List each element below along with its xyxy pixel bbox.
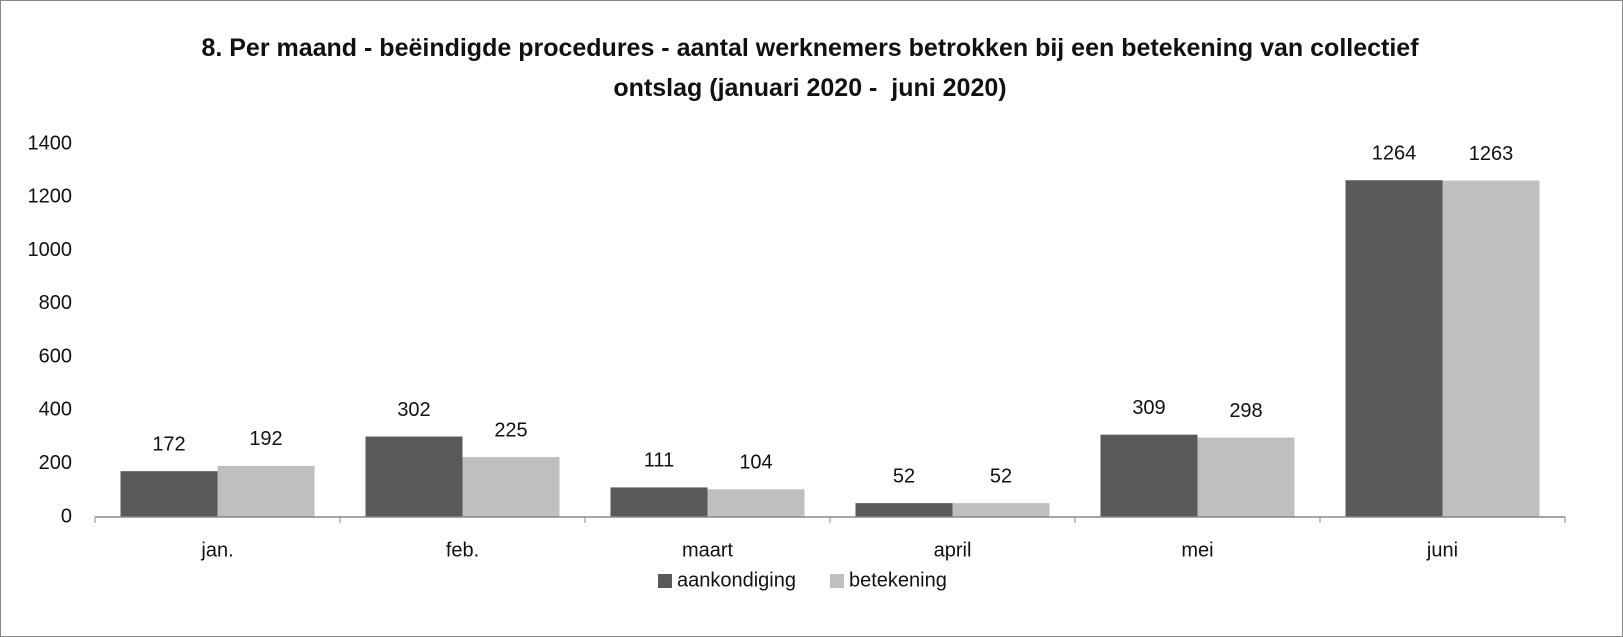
y-tick-label: 200 bbox=[39, 452, 72, 474]
data-label: 1263 bbox=[1469, 143, 1514, 165]
bar bbox=[610, 487, 708, 517]
legend-label: betekening bbox=[849, 569, 947, 591]
y-tick-label: 400 bbox=[39, 399, 72, 421]
bar bbox=[707, 489, 805, 517]
y-tick-label: 800 bbox=[39, 292, 72, 314]
bar bbox=[1100, 434, 1198, 517]
bar bbox=[1442, 180, 1540, 517]
bar bbox=[120, 471, 218, 517]
data-label: 1264 bbox=[1372, 143, 1417, 165]
bar bbox=[1345, 180, 1443, 517]
x-tick-label: april bbox=[934, 539, 972, 561]
data-label: 192 bbox=[249, 428, 282, 450]
x-tick-label: jan. bbox=[200, 539, 233, 561]
data-label: 302 bbox=[397, 399, 430, 421]
data-label: 104 bbox=[739, 452, 772, 474]
bar bbox=[1197, 437, 1295, 517]
x-tick-label: mei bbox=[1181, 539, 1213, 561]
y-tick-label: 1200 bbox=[28, 186, 73, 208]
x-tick-label: maart bbox=[682, 539, 734, 561]
y-tick-label: 0 bbox=[61, 505, 72, 527]
bar bbox=[365, 436, 463, 517]
y-tick-label: 1000 bbox=[28, 239, 73, 261]
legend-label: aankondiging bbox=[677, 569, 796, 591]
legend-swatch bbox=[830, 574, 844, 588]
data-label: 225 bbox=[494, 419, 527, 441]
data-label: 298 bbox=[1229, 400, 1262, 422]
bar bbox=[462, 457, 560, 517]
bar bbox=[952, 503, 1050, 517]
chart-title: 8. Per maand - beëindigde procedures - a… bbox=[201, 34, 1426, 102]
legend-swatch bbox=[658, 574, 672, 588]
data-label: 111 bbox=[644, 450, 674, 472]
bar bbox=[855, 503, 953, 517]
data-label: 52 bbox=[893, 465, 915, 487]
data-label: 309 bbox=[1132, 397, 1165, 419]
x-tick-label: feb. bbox=[446, 539, 479, 561]
y-tick-label: 1400 bbox=[28, 132, 73, 154]
bar bbox=[217, 465, 315, 517]
x-tick-label: juni bbox=[1426, 539, 1458, 561]
data-label: 172 bbox=[152, 433, 185, 455]
y-tick-label: 600 bbox=[39, 345, 72, 367]
data-label: 52 bbox=[990, 465, 1012, 487]
